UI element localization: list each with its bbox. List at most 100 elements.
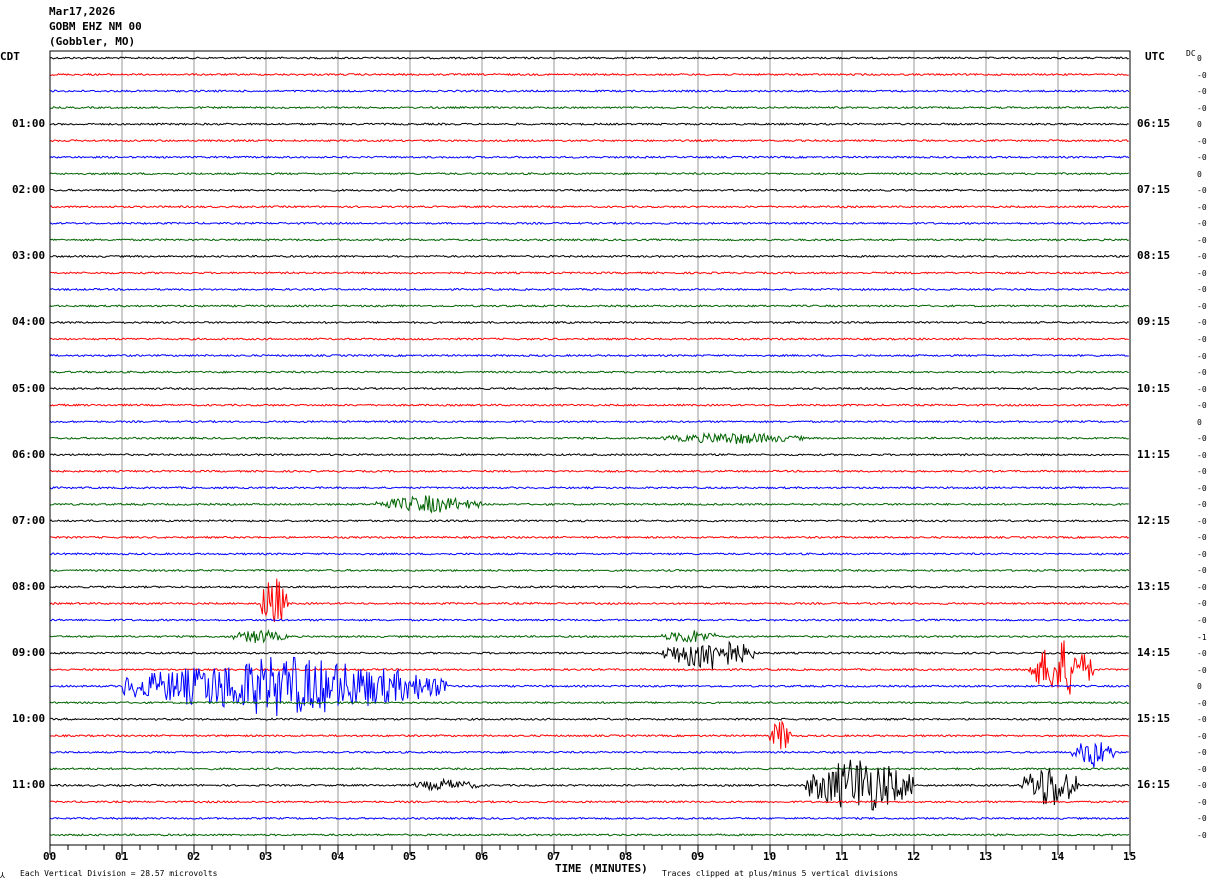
right-hour-label: 09:15 xyxy=(1137,315,1171,329)
trace-38 xyxy=(49,656,1130,717)
footer-clip: Traces clipped at plus/minus 5 vertical … xyxy=(662,869,899,878)
right-hour-label: 13:15 xyxy=(1137,579,1171,593)
dc-offset-label: -0 xyxy=(1197,566,1207,576)
dc-offset-label: -0 xyxy=(1197,434,1207,444)
header-location: (Gobbler, MO) xyxy=(49,35,136,48)
trace-17 xyxy=(49,337,1129,341)
dc-offset-label: -0 xyxy=(1197,401,1207,411)
trace-23 xyxy=(49,431,1129,445)
x-tick-label: 01 xyxy=(115,850,129,863)
dc-offset-label: -0 xyxy=(1197,616,1207,626)
trace-5 xyxy=(49,138,1129,143)
left-hour-label: 07:00 xyxy=(12,513,46,527)
left-hour-label: 05:00 xyxy=(12,381,46,395)
trace-25 xyxy=(49,469,1129,473)
trace-14 xyxy=(49,287,1130,292)
footer-mark: ⅄ xyxy=(0,871,5,880)
dc-offset-label: -0 xyxy=(1197,467,1207,477)
dc-offset-label: -0 xyxy=(1197,781,1207,791)
left-hour-label: 11:00 xyxy=(12,778,46,792)
trace-10 xyxy=(49,221,1129,226)
dc-offset-label: -0 xyxy=(1197,301,1207,311)
dc-offset-label: -0 xyxy=(1197,202,1207,212)
right-hour-label: 12:15 xyxy=(1137,513,1171,527)
dc-offset-label: -0 xyxy=(1197,715,1207,725)
trace-18 xyxy=(49,353,1129,358)
x-axis-title: TIME (MINUTES) xyxy=(555,862,648,875)
trace-32 xyxy=(49,585,1129,589)
dc-offset-label: -0 xyxy=(1197,103,1207,113)
trace-6 xyxy=(49,155,1130,159)
right-hour-label: 16:15 xyxy=(1137,778,1171,792)
trace-42 xyxy=(49,742,1129,768)
right-hour-label: 10:15 xyxy=(1137,381,1171,395)
dc-offset-label: -0 xyxy=(1197,285,1207,295)
right-hour-label: 07:15 xyxy=(1137,183,1171,197)
trace-35 xyxy=(49,628,1129,644)
dc-offset-label: -0 xyxy=(1197,87,1207,97)
trace-47 xyxy=(49,833,1130,837)
x-tick-label: 07 xyxy=(547,850,561,863)
left-hour-label: 02:00 xyxy=(12,183,46,197)
dc-offset-label: -0 xyxy=(1197,549,1207,559)
right-hour-label: 06:15 xyxy=(1137,117,1171,131)
trace-44 xyxy=(49,759,1130,811)
trace-41 xyxy=(49,719,1129,750)
dc-offset-label: -0 xyxy=(1197,698,1207,708)
trace-27 xyxy=(49,495,1129,514)
x-tick-label: 10 xyxy=(763,850,777,863)
trace-1 xyxy=(50,72,1129,77)
left-timezone-label: CDT xyxy=(0,50,20,63)
left-hour-label: 09:00 xyxy=(12,646,46,660)
dc-offset-label: -0 xyxy=(1197,153,1207,163)
trace-3 xyxy=(50,105,1129,110)
trace-40 xyxy=(49,717,1130,721)
dc-offset-label: -0 xyxy=(1197,351,1207,361)
left-hour-label: 10:00 xyxy=(12,712,46,726)
trace-4 xyxy=(49,122,1129,126)
right-hour-label: 15:15 xyxy=(1137,712,1171,726)
left-hour-label: 08:00 xyxy=(12,579,46,593)
trace-11 xyxy=(49,238,1130,242)
x-tick-label: 05 xyxy=(403,850,417,863)
dc-offset-label: -0 xyxy=(1197,764,1207,774)
x-tick-label: 02 xyxy=(187,850,201,863)
dc-offset-label: -1 xyxy=(1197,632,1207,642)
dc-offset-label: -0 xyxy=(1197,533,1207,543)
plot-frame xyxy=(49,50,1131,846)
dc-offset-label: -0 xyxy=(1197,649,1207,659)
trace-8 xyxy=(49,188,1130,192)
x-tick-label: 00 xyxy=(43,850,57,863)
dc-offset-label: -0 xyxy=(1197,368,1207,378)
trace-7 xyxy=(49,172,1130,176)
dc-offset-label: 0 xyxy=(1197,54,1202,63)
minute-gridlines xyxy=(121,51,1059,845)
x-tick-label: 08 xyxy=(619,850,633,863)
trace-0 xyxy=(49,56,1129,60)
right-hour-label: 14:15 xyxy=(1137,646,1171,660)
dc-offset-label: -0 xyxy=(1197,500,1207,510)
dc-offset-label: -0 xyxy=(1197,450,1207,460)
right-hour-label: 08:15 xyxy=(1137,249,1171,263)
trace-12 xyxy=(49,254,1130,259)
trace-34 xyxy=(49,618,1129,622)
x-tick-label: 03 xyxy=(259,850,273,863)
footer-scale: Each Vertical Division = 28.57 microvolt… xyxy=(20,869,218,878)
trace-43 xyxy=(49,767,1130,771)
dc-offset-label: -0 xyxy=(1197,483,1207,493)
trace-36 xyxy=(49,640,1129,670)
dc-offset-label: -0 xyxy=(1197,235,1207,245)
x-tick-label: 06 xyxy=(475,850,489,863)
trace-2 xyxy=(49,89,1130,93)
x-tick-label: 12 xyxy=(907,850,921,863)
dc-offset-label: 0 xyxy=(1197,120,1202,130)
left-hour-label: 01:00 xyxy=(12,117,46,131)
right-timezone-label: UTC xyxy=(1145,50,1165,63)
dc-offset-label: -0 xyxy=(1197,268,1207,278)
dc-offset-label: -0 xyxy=(1197,252,1207,262)
left-hour-label: 04:00 xyxy=(12,315,46,329)
left-hour-label: 03:00 xyxy=(12,249,46,263)
dc-offset-label: -0 xyxy=(1197,582,1207,592)
dc-offset-label: -0 xyxy=(1197,70,1207,80)
